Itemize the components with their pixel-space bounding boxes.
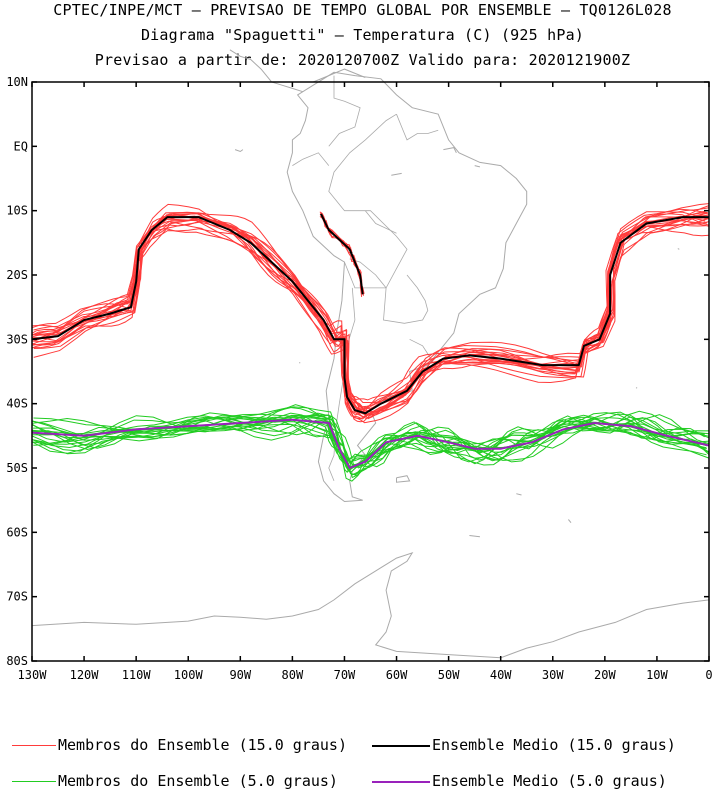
y-tick-label: 10S [6, 204, 28, 218]
legend-label-members-5: Membros do Ensemble (5.0 graus) [58, 772, 338, 790]
island-outline [469, 535, 480, 538]
x-tick-label: 20W [594, 668, 616, 682]
ensemble-member-5-line [32, 414, 710, 462]
x-tick-label: 30W [542, 668, 564, 682]
central-america-coastline [229, 49, 303, 93]
legend-line-mean-5 [372, 781, 430, 783]
y-tick-label: 80S [6, 654, 28, 668]
x-tick-label: 40W [490, 668, 512, 682]
chart-title-line-2: Diagrama "Spaguetti" – Temperatura (C) (… [140, 26, 585, 44]
ensemble-member-15-line [31, 213, 706, 410]
y-tick-label: EQ [14, 139, 28, 153]
y-tick-label: 40S [6, 397, 28, 411]
y-tick-label: 70S [6, 590, 28, 604]
x-tick-label: 50W [438, 668, 460, 682]
y-tick-label: 30S [6, 332, 28, 346]
country-border [292, 152, 330, 166]
country-border [328, 113, 408, 289]
x-tick-label: 70W [334, 668, 356, 682]
island-outline [635, 387, 638, 389]
antarctica-coastline [31, 551, 710, 659]
ensemble-mean-15-line [31, 216, 709, 415]
x-tick-label: 130W [18, 668, 48, 682]
map-outline [31, 49, 710, 659]
legend-label-members-15: Membros do Ensemble (15.0 graus) [58, 736, 347, 754]
ensemble-member-5-line [33, 417, 710, 463]
country-border [396, 114, 439, 141]
island-outline [298, 362, 301, 364]
x-tick-label: 0 [705, 668, 712, 682]
ensemble-mean-15-line [320, 213, 364, 295]
country-border [409, 338, 434, 363]
x-tick-label: 60W [386, 668, 408, 682]
island-outline [516, 493, 522, 496]
legend-label-mean-5: Ensemble Medio (5.0 graus) [432, 772, 667, 790]
ensemble-member-5-line [33, 415, 710, 476]
y-tick-label: 50S [6, 461, 28, 475]
country-border [328, 75, 361, 147]
island-outline [474, 165, 481, 168]
x-tick-label: 90W [229, 668, 251, 682]
members-5-layer [31, 404, 710, 482]
country-border [364, 210, 397, 234]
island-outline [443, 147, 457, 154]
country-border [383, 274, 429, 324]
plot-border [31, 81, 710, 662]
ensemble-member-5-line [32, 414, 710, 466]
x-tick-label: 80W [282, 668, 304, 682]
legend-line-mean-15 [372, 745, 430, 747]
ensemble-member-5-line [32, 414, 710, 476]
chart-title-line-3: Previsao a partir de: 2020120700Z Valido… [94, 51, 631, 69]
means-layer [31, 213, 710, 470]
island-outline [234, 149, 244, 153]
x-tick-label: 110W [122, 668, 152, 682]
legend-label-mean-15: Ensemble Medio (15.0 graus) [432, 736, 676, 754]
y-tick-label: 10N [6, 75, 28, 89]
island-outline [391, 172, 402, 176]
ensemble-member-15-line [31, 203, 709, 404]
legend-line-members-5 [12, 781, 56, 782]
island-outline [396, 475, 411, 483]
chart-title-line-1: CPTEC/INPE/MCT – PREVISAO DE TEMPO GLOBA… [53, 1, 672, 19]
plot-frame [31, 81, 710, 662]
legend-line-members-15 [12, 745, 56, 746]
x-tick-label: 10W [646, 668, 668, 682]
axes: 130W 120W 110W 100W 90W 80W 70W 60W 50W 40W 30W 20W… [6, 75, 712, 682]
ensemble-member-15-line [32, 214, 710, 419]
country-border [328, 287, 356, 482]
ensemble-mean-5-line [31, 418, 710, 470]
y-tick-label: 20S [6, 268, 28, 282]
caribbean-coastline [313, 68, 366, 83]
x-tick-label: 100W [174, 668, 204, 682]
island-outline [568, 519, 572, 524]
x-tick-label: 120W [70, 668, 100, 682]
island-outline [677, 248, 680, 250]
south-america-coastline [286, 71, 528, 503]
members-15-layer [31, 203, 710, 424]
y-tick-label: 60S [6, 525, 28, 539]
ensemble-member-5-line [33, 415, 710, 479]
ensemble-member-15-line [33, 213, 710, 412]
ensemble-member-15-line [32, 215, 710, 416]
